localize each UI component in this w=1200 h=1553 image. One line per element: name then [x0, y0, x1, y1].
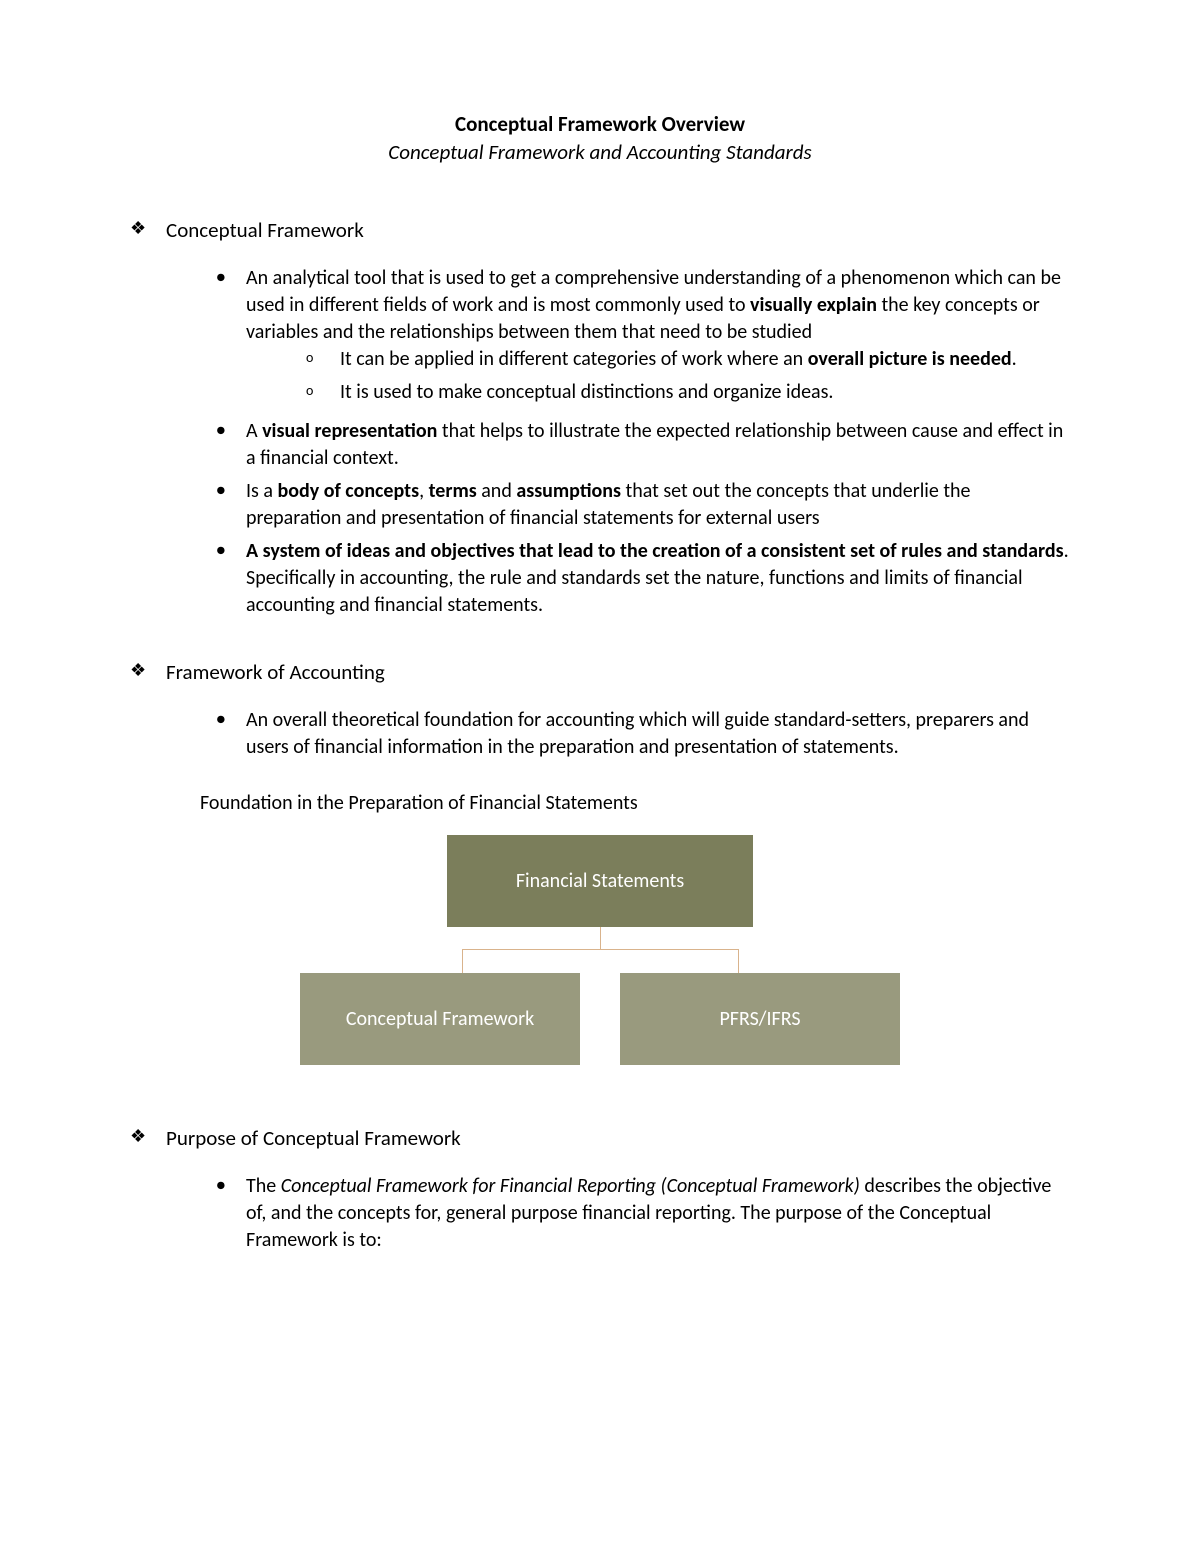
diagram-row-bottom: Conceptual Framework PFRS/IFRS: [300, 973, 900, 1065]
bullet-list: ● An overall theoretical foundation for …: [216, 707, 1070, 761]
hierarchy-diagram: Financial Statements Conceptual Framewor…: [300, 835, 900, 1065]
section-purpose: ❖ Purpose of Conceptual Framework ● The …: [130, 1125, 1070, 1254]
dot-bullet-icon: ●: [216, 538, 246, 562]
list-item-text: A visual representation that helps to il…: [246, 418, 1070, 472]
sub-list-item: o It can be applied in different categor…: [306, 346, 1070, 373]
section-header: ❖ Conceptual Framework: [130, 217, 1070, 243]
text-bold: visual representation: [262, 419, 437, 443]
list-item-text: An overall theoretical foundation for ac…: [246, 707, 1070, 761]
diagram-box-pfrs-ifrs: PFRS/IFRS: [620, 973, 900, 1065]
connector-line: [462, 949, 463, 973]
diagram-title: Foundation in the Preparation of Financi…: [200, 791, 1070, 815]
list-item: ● A visual representation that helps to …: [216, 418, 1070, 472]
list-item-text: The Conceptual Framework for Financial R…: [246, 1173, 1070, 1254]
section-title: Framework of Accounting: [166, 659, 385, 685]
text-bold: A system of ideas and objectives that le…: [246, 539, 1064, 563]
connector-line: [738, 949, 739, 973]
text-bold: assumptions: [516, 479, 621, 503]
document-page: Conceptual Framework Overview Conceptual…: [0, 0, 1200, 1553]
sub-list-item: o It is used to make conceptual distinct…: [306, 379, 1070, 406]
list-item-text: An analytical tool that is used to get a…: [246, 265, 1070, 412]
diamond-bullet-icon: ❖: [130, 659, 166, 681]
section-header: ❖ Purpose of Conceptual Framework: [130, 1125, 1070, 1151]
sub-item-text: It can be applied in different categorie…: [340, 346, 1017, 373]
dot-bullet-icon: ●: [216, 707, 246, 731]
text-bold: overall picture is needed: [808, 347, 1012, 371]
text-bold: terms: [429, 479, 477, 503]
circle-bullet-icon: o: [306, 379, 340, 401]
list-item-text: Is a body of concepts, terms and assumpt…: [246, 478, 1070, 532]
diagram-box-conceptual-framework: Conceptual Framework: [300, 973, 580, 1065]
bullet-list: ● The Conceptual Framework for Financial…: [216, 1173, 1070, 1254]
dot-bullet-icon: ●: [216, 478, 246, 502]
text-fragment: .: [1012, 347, 1017, 371]
diagram-box-financial-statements: Financial Statements: [447, 835, 753, 927]
text-fragment: A: [246, 419, 262, 443]
connector-line: [462, 949, 738, 950]
diamond-bullet-icon: ❖: [130, 1125, 166, 1147]
page-subtitle: Conceptual Framework and Accounting Stan…: [130, 138, 1070, 166]
title-block: Conceptual Framework Overview Conceptual…: [130, 110, 1070, 167]
dot-bullet-icon: ●: [216, 418, 246, 442]
text-fragment: It can be applied in different categorie…: [340, 347, 808, 371]
section-conceptual-framework: ❖ Conceptual Framework ● An analytical t…: [130, 217, 1070, 619]
sub-item-text: It is used to make conceptual distinctio…: [340, 379, 833, 406]
list-item: ● An overall theoretical foundation for …: [216, 707, 1070, 761]
text-italic: Conceptual Framework for Financial Repor…: [281, 1174, 860, 1198]
list-item-text: A system of ideas and objectives that le…: [246, 538, 1070, 619]
text-fragment: and: [477, 479, 517, 503]
text-fragment: Is a: [246, 479, 277, 503]
list-item: ● Is a body of concepts, terms and assum…: [216, 478, 1070, 532]
sub-list: o It can be applied in different categor…: [306, 346, 1070, 406]
diagram-connectors: [300, 927, 900, 973]
list-item: ● A system of ideas and objectives that …: [216, 538, 1070, 619]
section-framework-accounting: ❖ Framework of Accounting ● An overall t…: [130, 659, 1070, 1065]
text-bold: visually explain: [750, 293, 877, 317]
text-fragment: ,: [419, 479, 429, 503]
list-item: ● An analytical tool that is used to get…: [216, 265, 1070, 412]
text-fragment: The: [246, 1174, 281, 1198]
connector-line: [600, 927, 601, 949]
diamond-bullet-icon: ❖: [130, 217, 166, 239]
section-title: Conceptual Framework: [166, 217, 364, 243]
diagram-row-top: Financial Statements: [300, 835, 900, 927]
bullet-list: ● An analytical tool that is used to get…: [216, 265, 1070, 619]
list-item: ● The Conceptual Framework for Financial…: [216, 1173, 1070, 1254]
page-title: Conceptual Framework Overview: [130, 110, 1070, 138]
text-bold: body of concepts: [277, 479, 419, 503]
section-title: Purpose of Conceptual Framework: [166, 1125, 461, 1151]
section-header: ❖ Framework of Accounting: [130, 659, 1070, 685]
dot-bullet-icon: ●: [216, 265, 246, 289]
dot-bullet-icon: ●: [216, 1173, 246, 1197]
circle-bullet-icon: o: [306, 346, 340, 368]
